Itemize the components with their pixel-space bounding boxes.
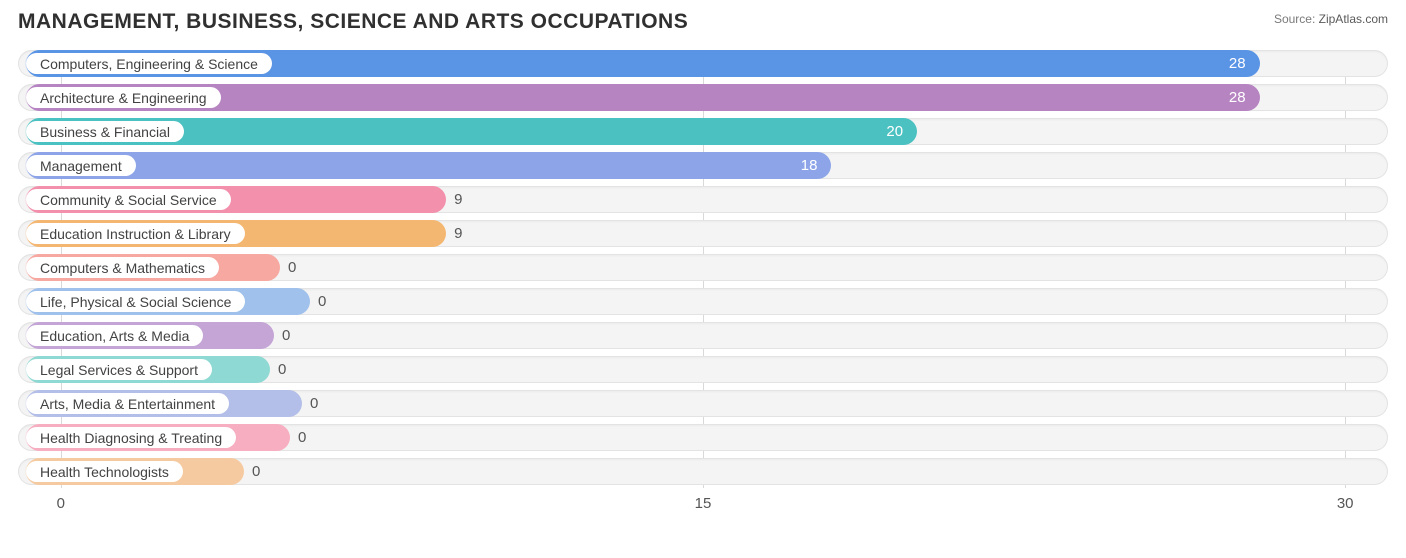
bar-label: Education, Arts & Media [40, 328, 189, 344]
bar-value: 0 [288, 254, 296, 281]
bar-row: Business & Financial 20 [18, 118, 1388, 145]
bar-value: 28 [1229, 84, 1246, 111]
bar-value: 0 [310, 390, 318, 417]
bar-value: 18 [801, 152, 818, 179]
bar-label: Arts, Media & Entertainment [40, 396, 215, 412]
bar-label-pill: Health Technologists [26, 461, 183, 482]
chart-plot: 01530Computers, Engineering & Science28A… [18, 50, 1388, 520]
bar-row: Education, Arts & Media 0 [18, 322, 1388, 349]
bar-label-pill: Life, Physical & Social Science [26, 291, 245, 312]
chart-header: MANAGEMENT, BUSINESS, SCIENCE AND ARTS O… [18, 10, 1388, 34]
x-tick-label: 15 [695, 495, 712, 512]
bar-value: 28 [1229, 50, 1246, 77]
bar-label: Management [40, 158, 122, 174]
bar-value: 0 [252, 458, 260, 485]
bar-label: Business & Financial [40, 124, 170, 140]
bar-label: Architecture & Engineering [40, 90, 207, 106]
bar-label: Computers & Mathematics [40, 260, 205, 276]
bar-value: 0 [278, 356, 286, 383]
bar-label-pill: Legal Services & Support [26, 359, 212, 380]
bar-label: Community & Social Service [40, 192, 217, 208]
source-attribution: Source: ZipAtlas.com [1274, 12, 1388, 26]
bar-row: Computers, Engineering & Science 28 [18, 50, 1388, 77]
bar-label: Legal Services & Support [40, 362, 198, 378]
bar-value: 0 [318, 288, 326, 315]
bar-label-pill: Health Diagnosing & Treating [26, 427, 236, 448]
bar-row: Legal Services & Support 0 [18, 356, 1388, 383]
x-tick-label: 30 [1337, 495, 1354, 512]
bar-value: 0 [298, 424, 306, 451]
bar-label-pill: Computers, Engineering & Science [26, 53, 272, 74]
source-value: ZipAtlas.com [1319, 12, 1388, 26]
bar-row: Health Diagnosing & Treating 0 [18, 424, 1388, 451]
bar-row: Architecture & Engineering 28 [18, 84, 1388, 111]
bar-label-pill: Computers & Mathematics [26, 257, 219, 278]
bar-row: Education Instruction & Library 9 [18, 220, 1388, 247]
bar-label-pill: Arts, Media & Entertainment [26, 393, 229, 414]
bar-label-pill: Business & Financial [26, 121, 184, 142]
bar-row: Management 18 [18, 152, 1388, 179]
bar-row: Computers & Mathematics 0 [18, 254, 1388, 281]
bar-label-pill: Community & Social Service [26, 189, 231, 210]
bar [26, 152, 831, 179]
bar-row: Community & Social Service 9 [18, 186, 1388, 213]
bar-label: Computers, Engineering & Science [40, 56, 258, 72]
bar-label: Life, Physical & Social Science [40, 294, 231, 310]
bar-label-pill: Education, Arts & Media [26, 325, 203, 346]
bar-label-pill: Education Instruction & Library [26, 223, 245, 244]
bar-value: 20 [886, 118, 903, 145]
bar-value: 9 [454, 220, 462, 247]
bar-row: Arts, Media & Entertainment 0 [18, 390, 1388, 417]
bar-label: Education Instruction & Library [40, 226, 231, 242]
bar-row: Health Technologists 0 [18, 458, 1388, 485]
bar-value: 9 [454, 186, 462, 213]
bar-label-pill: Management [26, 155, 136, 176]
source-label: Source: [1274, 12, 1315, 26]
chart-title: MANAGEMENT, BUSINESS, SCIENCE AND ARTS O… [18, 10, 688, 34]
bar-label-pill: Architecture & Engineering [26, 87, 221, 108]
x-tick-label: 0 [57, 495, 65, 512]
bar-label: Health Technologists [40, 464, 169, 480]
bar-value: 0 [282, 322, 290, 349]
bar-label: Health Diagnosing & Treating [40, 430, 222, 446]
chart-container: MANAGEMENT, BUSINESS, SCIENCE AND ARTS O… [0, 0, 1406, 558]
bar-row: Life, Physical & Social Science 0 [18, 288, 1388, 315]
